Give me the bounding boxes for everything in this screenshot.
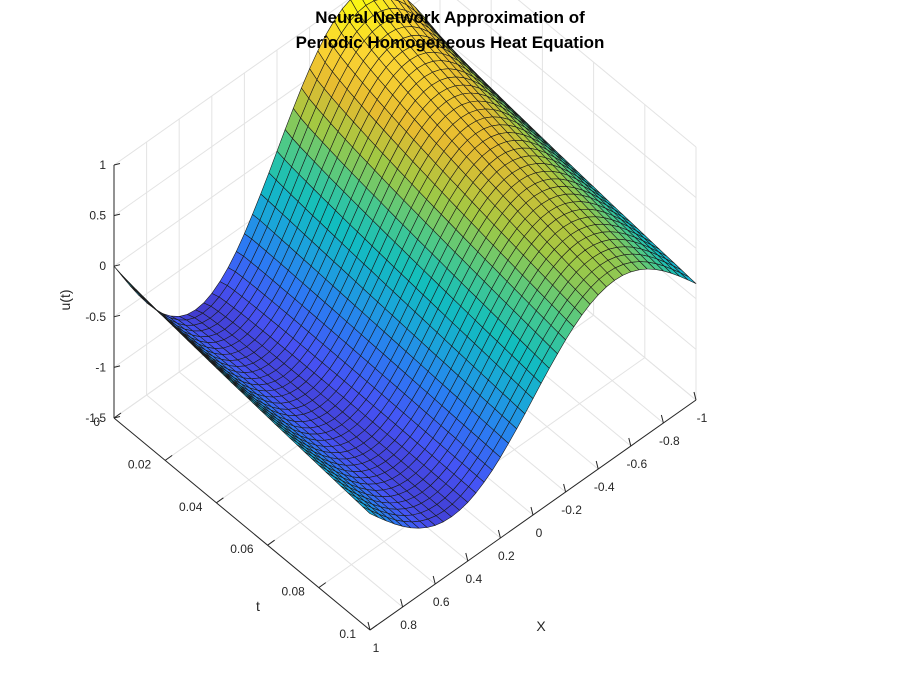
z-tick (113, 163, 121, 166)
x-tick (530, 506, 534, 516)
x-tick (432, 575, 436, 585)
t-tick (216, 497, 224, 504)
z-tick-label: 0 (99, 259, 106, 273)
x-tick-label: 0.4 (465, 572, 482, 586)
t-tick (113, 412, 122, 419)
chart-title-line-2: Periodic Homogeneous Heat Equation (296, 33, 605, 52)
t-axis-line (113, 417, 371, 631)
z-axis-label: u(t) (57, 290, 73, 311)
x-tick-label: 1 (373, 641, 380, 655)
z-tick-label: -1 (95, 360, 106, 374)
grid-line (456, 0, 697, 198)
z-tick-label: -0.5 (85, 310, 106, 324)
t-tick-label: 0.06 (230, 542, 254, 556)
x-tick (400, 598, 404, 608)
tick-labels: 10.50-0.5-1-1.500.020.040.060.080.110.80… (85, 158, 707, 655)
t-tick (267, 539, 275, 546)
t-tick-label: 0.1 (339, 627, 356, 641)
surface (113, 0, 697, 529)
z-tick-label: 0.5 (89, 209, 106, 223)
z-tick-label: 1 (99, 158, 106, 172)
x-tick (497, 529, 501, 539)
t-tick (164, 454, 173, 461)
z-tick (113, 213, 121, 217)
x-tick-label: -0.6 (626, 457, 647, 471)
surface-patch (403, 521, 420, 529)
z-tick (113, 365, 121, 368)
x-tick-label: 0.6 (433, 595, 450, 609)
t-tick-label: 0.02 (128, 457, 152, 471)
x-tick-label: -0.8 (659, 434, 680, 448)
x-tick (660, 414, 664, 424)
x-tick-label: 0.8 (400, 618, 417, 632)
x-axis-label: X (536, 618, 546, 634)
x-tick-label: -0.2 (561, 503, 582, 517)
x-tick (367, 621, 371, 631)
chart-title-line-1: Neural Network Approximation of (315, 8, 585, 27)
z-tick-label: -1.5 (85, 411, 106, 425)
x-tick (563, 483, 567, 493)
x-tick (628, 437, 632, 447)
grid-line (178, 371, 436, 585)
t-tick-label: 0 (93, 415, 100, 429)
x-tick-label: 0 (536, 526, 543, 540)
t-tick-label: 0.08 (281, 585, 305, 599)
x-tick-label: -1 (697, 411, 708, 425)
t-tick (318, 582, 327, 589)
surface-patch (680, 272, 697, 284)
x-tick (595, 460, 599, 470)
grid-line (517, 0, 697, 148)
x-tick-label: 0.2 (498, 549, 515, 563)
x-tick (693, 391, 697, 401)
t-tick-label: 0.04 (179, 500, 203, 514)
grid-line (439, 35, 697, 249)
z-tick (113, 314, 121, 318)
x-tick-label: -0.4 (594, 480, 615, 494)
t-tick (369, 624, 378, 631)
t-axis-label: t (256, 598, 260, 614)
grid-line (146, 394, 403, 608)
grid-line (113, 0, 349, 166)
z-tick (113, 264, 121, 267)
x-tick (465, 552, 469, 562)
